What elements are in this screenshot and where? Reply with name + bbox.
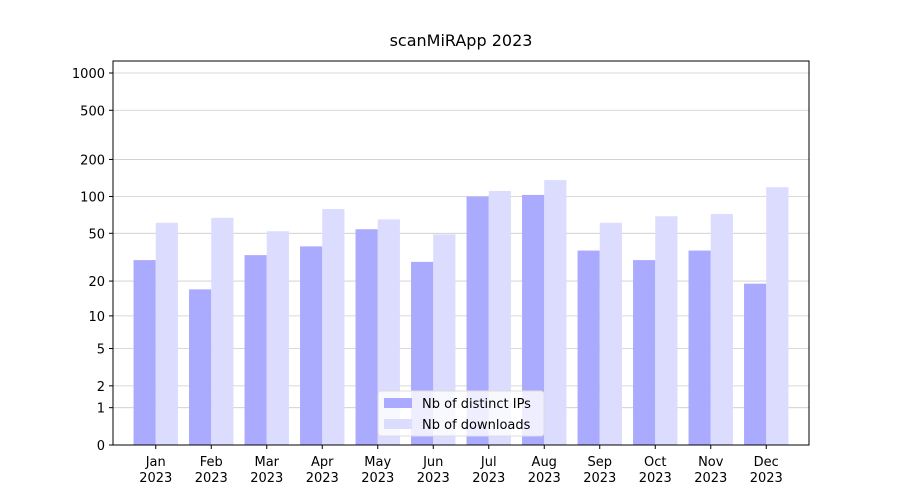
x-tick-label: Jul 2023 — [472, 455, 505, 486]
legend-box — [377, 390, 545, 437]
y-tick-label: 1 — [97, 402, 105, 417]
bar — [266, 231, 289, 445]
bar — [355, 229, 378, 445]
legend-label: Nb of distinct IPs — [422, 397, 531, 412]
x-tick-label: Jan 2023 — [139, 455, 172, 486]
y-tick-label: 50 — [88, 227, 105, 242]
bar — [710, 213, 733, 445]
bar — [599, 222, 622, 445]
bar — [133, 260, 156, 445]
x-tick-label: Mar 2023 — [250, 455, 283, 486]
bar — [577, 250, 600, 445]
x-tick-label: Apr 2023 — [306, 455, 339, 486]
x-tick-label: Nov 2023 — [694, 455, 727, 486]
bar — [766, 187, 789, 445]
y-tick-label: 0 — [97, 439, 105, 454]
legend-label: Nb of downloads — [422, 418, 531, 433]
y-tick-label: 100 — [80, 191, 105, 206]
y-tick-label: 500 — [80, 104, 105, 119]
y-tick-label: 200 — [80, 153, 105, 168]
bar — [688, 250, 711, 445]
x-tick-label: Jun 2023 — [417, 455, 450, 486]
bar — [744, 283, 767, 445]
bar — [544, 180, 567, 445]
y-tick-label: 2 — [97, 380, 105, 395]
x-tick-label: May 2023 — [361, 455, 394, 486]
x-tick-label: Aug 2023 — [528, 455, 561, 486]
chart-title: scanMiRApp 2023 — [390, 31, 533, 50]
x-tick-label: Feb 2023 — [195, 455, 228, 486]
legend-swatch — [384, 398, 412, 408]
legend-swatch — [384, 419, 412, 429]
y-tick-label: 5 — [97, 343, 105, 358]
bar — [211, 217, 234, 445]
bar — [633, 260, 656, 445]
y-tick-label: 10 — [88, 310, 105, 325]
bar — [300, 246, 323, 445]
x-tick-label: Sep 2023 — [583, 455, 616, 486]
x-tick-label: Dec 2023 — [750, 455, 783, 486]
bar — [488, 190, 511, 445]
y-tick-label: 20 — [88, 275, 105, 290]
bar — [244, 255, 267, 445]
bar — [322, 209, 345, 445]
bar — [155, 222, 178, 445]
y-tick-label: 1000 — [72, 67, 105, 82]
bar — [522, 194, 545, 445]
x-tick-label: Oct 2023 — [639, 455, 672, 486]
plot-frame — [112, 60, 810, 446]
bar — [466, 196, 489, 445]
bar — [655, 216, 678, 445]
bar — [189, 289, 212, 445]
bar — [377, 219, 400, 445]
